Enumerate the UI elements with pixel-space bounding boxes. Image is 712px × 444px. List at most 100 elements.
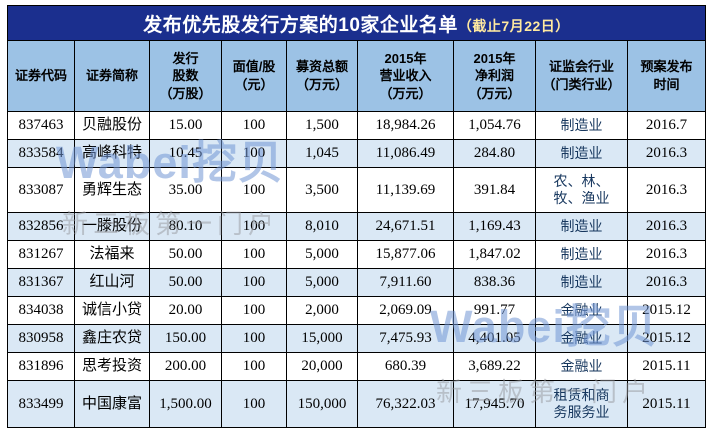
table-cell: 150.00 bbox=[149, 324, 222, 353]
table-cell: 833499 bbox=[7, 380, 75, 428]
table-cell: 一滕股份 bbox=[74, 212, 150, 241]
table-cell: 837463 bbox=[7, 111, 75, 140]
table-cell: 100 bbox=[221, 324, 287, 353]
table-row: 833499 中国康富 1,500.00 100 150,000 76,322.03 17,… bbox=[7, 380, 707, 428]
column-header-9: 预案发布 时间 bbox=[626, 40, 707, 112]
table-cell: 1,054.76 bbox=[453, 111, 536, 140]
table-cell: 金融业 bbox=[535, 296, 628, 325]
table-cell: 20.00 bbox=[149, 296, 222, 325]
table-cell: 834038 bbox=[7, 296, 75, 325]
table-cell: 100 bbox=[221, 352, 287, 381]
table-cell: 2016.3 bbox=[626, 212, 707, 241]
table-cell: 10.45 bbox=[149, 139, 222, 168]
table-row: 833087 勇辉生态 35.00 100 3,500 11,139.69 391.84 农、… bbox=[7, 167, 707, 213]
table-cell: 11,086.49 bbox=[357, 139, 454, 168]
table-cell: 2016.7 bbox=[626, 111, 707, 140]
table-cell: 高峰科特 bbox=[74, 139, 150, 168]
table-cell: 中国康富 bbox=[74, 380, 150, 428]
table-cell: 831896 bbox=[7, 352, 75, 381]
table-cell: 农、林、 牧、渔业 bbox=[535, 167, 628, 213]
table-row: 833584 高峰科特 10.45 100 1,045 11,086.49 284.80 制造… bbox=[7, 139, 707, 168]
table-row: 832856 一滕股份 80.10 100 8,010 24,671.51 1,169.43… bbox=[7, 212, 707, 241]
table-row: 837463 贝融股份 15.00 100 1,500 18,984.26 1,054.76… bbox=[7, 111, 707, 140]
table-cell: 金融业 bbox=[535, 324, 628, 353]
table-cell: 7,475.93 bbox=[357, 324, 454, 353]
table-cell: 2015.11 bbox=[626, 380, 707, 428]
table-cell: 法福来 bbox=[74, 240, 150, 269]
table-cell: 制造业 bbox=[535, 111, 628, 140]
table-cell: 100 bbox=[221, 139, 287, 168]
table-cell: 838.36 bbox=[453, 268, 536, 297]
table-cell: 7,911.60 bbox=[357, 268, 454, 297]
column-header-5: 募资总额 （万元） bbox=[286, 40, 358, 112]
table-cell: 18,984.26 bbox=[357, 111, 454, 140]
table-title: 发布优先股发行方案的10家企业名单（截止7月22日） bbox=[6, 5, 707, 41]
table-cell: 1,169.43 bbox=[453, 212, 536, 241]
column-header-8: 证监会行业 （门类行业） bbox=[535, 40, 628, 112]
table-cell: 150,000 bbox=[286, 380, 358, 428]
table-cell: 2016.3 bbox=[626, 268, 707, 297]
table-cell: 制造业 bbox=[535, 240, 628, 269]
column-header-7: 2015年 净利润 （万元） bbox=[453, 40, 536, 112]
table-cell: 2015.12 bbox=[626, 324, 707, 353]
table-cell: 76,322.03 bbox=[357, 380, 454, 428]
table-cell: 35.00 bbox=[149, 167, 222, 213]
table-row: 834038 诚信小贷 20.00 100 2,000 2,069.09 991.77 金融业… bbox=[7, 296, 707, 325]
table-cell: 4,401.05 bbox=[453, 324, 536, 353]
table-cell: 制造业 bbox=[535, 139, 628, 168]
table-cell: 8,010 bbox=[286, 212, 358, 241]
table-row: 831896 思考投资 200.00 100 20,000 680.39 3,689.22 金… bbox=[7, 352, 707, 381]
preferred-stock-plans-table: 发布优先股发行方案的10家企业名单（截止7月22日） 证券代码 证券简称 发行 股数… bbox=[6, 5, 707, 428]
table-cell: 284.80 bbox=[453, 139, 536, 168]
column-header-4: 面值/股 （元） bbox=[221, 40, 287, 112]
table-cell: 2,069.09 bbox=[357, 296, 454, 325]
table-cell: 24,671.51 bbox=[357, 212, 454, 241]
table-cell: 2016.3 bbox=[626, 139, 707, 168]
table-cell: 830958 bbox=[7, 324, 75, 353]
table-cell: 诚信小贷 bbox=[74, 296, 150, 325]
table-cell: 3,689.22 bbox=[453, 352, 536, 381]
table-cell: 贝融股份 bbox=[74, 111, 150, 140]
table-cell: 831267 bbox=[7, 240, 75, 269]
table-cell: 1,847.02 bbox=[453, 240, 536, 269]
column-header-2: 证券简称 bbox=[74, 40, 150, 112]
table-cell: 1,500.00 bbox=[149, 380, 222, 428]
table-cell: 思考投资 bbox=[74, 352, 150, 381]
table-cell: 17,945.70 bbox=[453, 380, 536, 428]
title-row: 发布优先股发行方案的10家企业名单（截止7月22日） bbox=[6, 5, 707, 41]
table-cell: 1,500 bbox=[286, 111, 358, 140]
table-cell: 100 bbox=[221, 268, 287, 297]
table-cell: 鑫庄农贷 bbox=[74, 324, 150, 353]
table-row: 830958 鑫庄农贷 150.00 100 15,000 7,475.93 4,401.0… bbox=[7, 324, 707, 353]
table-cell: 100 bbox=[221, 167, 287, 213]
table-cell: 2016.3 bbox=[626, 167, 707, 213]
table-cell: 5,000 bbox=[286, 268, 358, 297]
table-cell: 50.00 bbox=[149, 268, 222, 297]
table-cell: 金融业 bbox=[535, 352, 628, 381]
table-cell: 100 bbox=[221, 212, 287, 241]
table-cell: 15,000 bbox=[286, 324, 358, 353]
table-cell: 5,000 bbox=[286, 240, 358, 269]
table-cell: 100 bbox=[221, 240, 287, 269]
table-cell: 80.10 bbox=[149, 212, 222, 241]
column-header-1: 证券代码 bbox=[7, 40, 75, 112]
table-row: 831367 红山河 50.00 100 5,000 7,911.60 838.36 制造业 2… bbox=[7, 268, 707, 297]
table-cell: 50.00 bbox=[149, 240, 222, 269]
table-cell: 200.00 bbox=[149, 352, 222, 381]
column-header-3: 发行 股数 （万股） bbox=[149, 40, 222, 112]
table-cell: 2016.3 bbox=[626, 240, 707, 269]
table-cell: 勇辉生态 bbox=[74, 167, 150, 213]
table-cell: 100 bbox=[221, 380, 287, 428]
table-row: 831267 法福来 50.00 100 5,000 15,877.06 1,847.02 制… bbox=[7, 240, 707, 269]
table-cell: 制造业 bbox=[535, 212, 628, 241]
table-cell: 2,000 bbox=[286, 296, 358, 325]
table-cell: 100 bbox=[221, 296, 287, 325]
table-cell: 15,877.06 bbox=[357, 240, 454, 269]
table-cell: 租赁和商 务服务业 bbox=[535, 380, 628, 428]
table-cell: 833584 bbox=[7, 139, 75, 168]
table-cell: 391.84 bbox=[453, 167, 536, 213]
table-cell: 3,500 bbox=[286, 167, 358, 213]
table-cell: 2015.12 bbox=[626, 296, 707, 325]
table-cell: 2015.11 bbox=[626, 352, 707, 381]
